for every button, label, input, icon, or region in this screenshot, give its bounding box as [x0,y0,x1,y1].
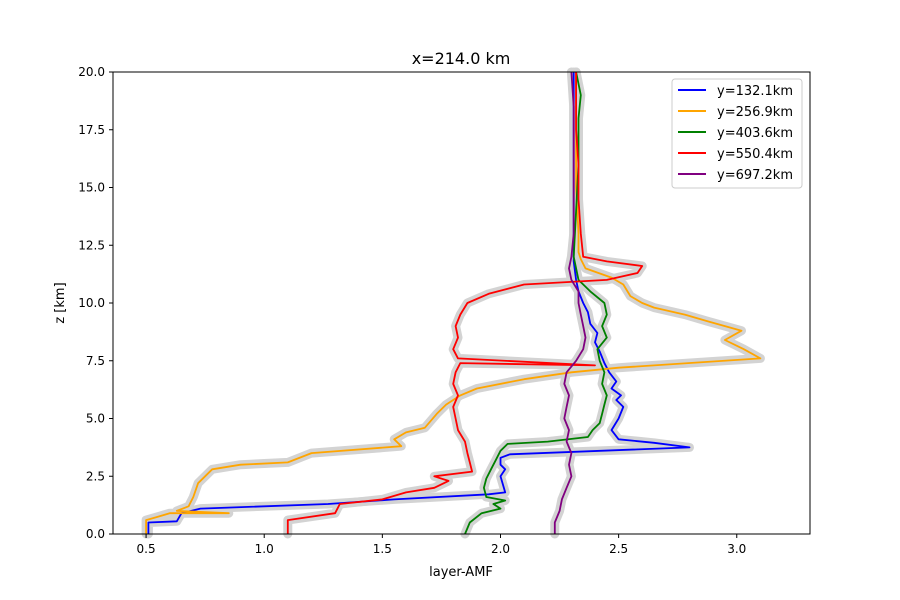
legend-label-3: y=403.6km [717,126,793,141]
y-tick-label: 12.5 [78,238,105,252]
uncertainty-band-4 [283,67,647,539]
legend: y=132.1km y=256.9km y=403.6km y=550.4km y=69… [671,78,803,189]
legend-label-1: y=132.1km [717,84,793,99]
y-axis-ticks: 0.0 2.5 5.0 7.5 10.0 12.5 15.0 17.5 20.0 [78,65,113,541]
y-tick-label: 2.5 [86,469,105,483]
series-line-5 [553,71,587,534]
legend-label-2: y=256.9km [717,105,793,120]
legend-label-4: y=550.4km [717,147,793,162]
y-axis-label: z [km] [53,282,68,323]
x-tick-label: 1.0 [255,542,274,556]
x-tick-label: 1.5 [373,542,392,556]
y-tick-label: 5.0 [86,412,105,426]
y-tick-label: 7.5 [86,354,105,368]
series-line-3 [464,71,608,535]
x-tick-label: 2.5 [609,542,628,556]
legend-box [671,78,803,189]
x-tick-label: 3.0 [727,542,746,556]
chart-title: x=214.0 km [412,49,511,68]
y-tick-label: 0.0 [86,527,105,541]
x-tick-label: 2.0 [491,542,510,556]
y-tick-label: 17.5 [78,123,105,137]
x-axis-ticks: 0.5 1.0 1.5 2.0 2.5 3.0 [137,534,746,556]
y-tick-label: 15.0 [78,181,105,195]
y-tick-label: 20.0 [78,65,105,79]
x-tick-label: 0.5 [137,542,156,556]
series-line-2 [145,72,762,534]
series-line-1 [147,72,691,534]
y-tick-label: 10.0 [78,296,105,310]
legend-label-5: y=697.2km [717,168,793,183]
series-line-4 [286,72,644,534]
x-axis-label: layer-AMF [429,565,493,580]
series-lines [145,71,762,535]
